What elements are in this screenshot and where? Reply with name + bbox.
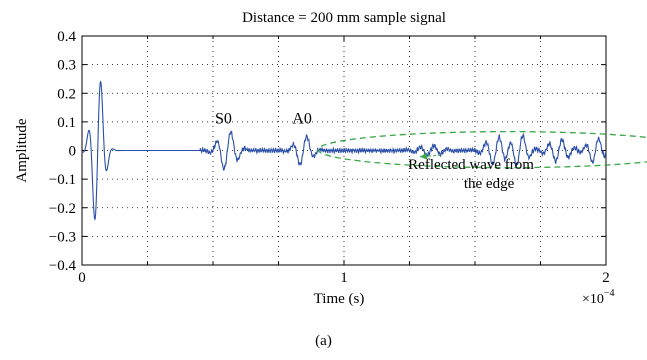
- reflected-wave-label: Reflected wave from: [408, 157, 534, 173]
- y-tick-label: 0.4: [57, 29, 76, 45]
- wave-mode-label: S0: [215, 110, 232, 127]
- annotations: S0 A0 Reflected wave from the edge: [215, 110, 534, 192]
- y-tick-label: −0.2: [49, 201, 76, 217]
- y-tick-label: −0.4: [49, 258, 77, 274]
- x-tick-label: 2: [602, 270, 610, 286]
- x-axis-multiplier-exponent: −4: [604, 288, 615, 299]
- wave-mode-label: A0: [292, 110, 312, 127]
- y-tick-label: 0.2: [57, 86, 76, 102]
- ticks: [81, 35, 607, 266]
- chart: 0 1 2 −0.4 −0.3 −0.2 −0.1 0 0.1 0.2 0.3 0.4 S0 A0 Ref…: [14, 10, 647, 307]
- annotation-arrow-head: [419, 152, 428, 160]
- grid: [82, 36, 606, 265]
- x-axis-multiplier: ×10−4: [582, 288, 615, 307]
- tick-labels: 0 1 2 −0.4 −0.3 −0.2 −0.1 0 0.1 0.2 0.3 0.4: [49, 29, 610, 286]
- x-tick-label: 0: [78, 270, 86, 286]
- y-tick-label: −0.1: [49, 172, 76, 188]
- figure-caption: (a): [315, 333, 332, 349]
- y-tick-label: 0.3: [57, 58, 76, 74]
- y-tick-label: 0.1: [57, 115, 76, 131]
- signal-line: [81, 80, 607, 221]
- reflected-wave-label: the edge: [464, 176, 515, 192]
- y-tick-label: 0: [69, 144, 77, 160]
- y-tick-label: −0.3: [49, 229, 76, 245]
- x-axis-label: Time (s): [314, 291, 365, 307]
- reflected-wave-ellipse: [317, 130, 647, 169]
- y-axis-label: Amplitude: [14, 118, 30, 183]
- x-axis-multiplier-base: ×10: [582, 292, 604, 307]
- x-tick-label: 1: [340, 270, 348, 286]
- chart-title: Distance = 200 mm sample signal: [242, 10, 446, 26]
